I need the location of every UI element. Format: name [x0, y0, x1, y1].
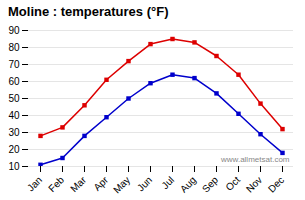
svg-text:Dec: Dec: [266, 174, 286, 194]
html-text:Moline : temperatures (°F): Moline : temperatures (°F): [8, 4, 169, 19]
svg-text:Feb: Feb: [46, 174, 66, 194]
svg-text:May: May: [111, 174, 132, 195]
svg-text:40: 40: [8, 110, 20, 121]
svg-text:Sep: Sep: [200, 174, 221, 195]
svg-text:60: 60: [8, 76, 20, 87]
svg-text:Mar: Mar: [68, 174, 88, 194]
svg-text:20: 20: [8, 144, 20, 155]
svg-text:Nov: Nov: [244, 174, 264, 194]
svg-text:90: 90: [8, 25, 20, 36]
svg-text:Apr: Apr: [91, 174, 110, 193]
svg-text:10: 10: [8, 161, 20, 172]
svg-text:Jan: Jan: [25, 174, 44, 193]
svg-text:50: 50: [8, 93, 20, 104]
svg-text:30: 30: [8, 127, 20, 138]
svg-text:70: 70: [8, 59, 20, 70]
svg-text:80: 80: [8, 42, 20, 53]
svg-text:Jul: Jul: [159, 174, 176, 191]
svg-text:Oct: Oct: [223, 174, 242, 193]
svg-text:Jun: Jun: [135, 174, 154, 193]
svg-text:www.allmetsat.com: www.allmetsat.com: [220, 155, 290, 164]
svg-text:Aug: Aug: [178, 174, 198, 194]
